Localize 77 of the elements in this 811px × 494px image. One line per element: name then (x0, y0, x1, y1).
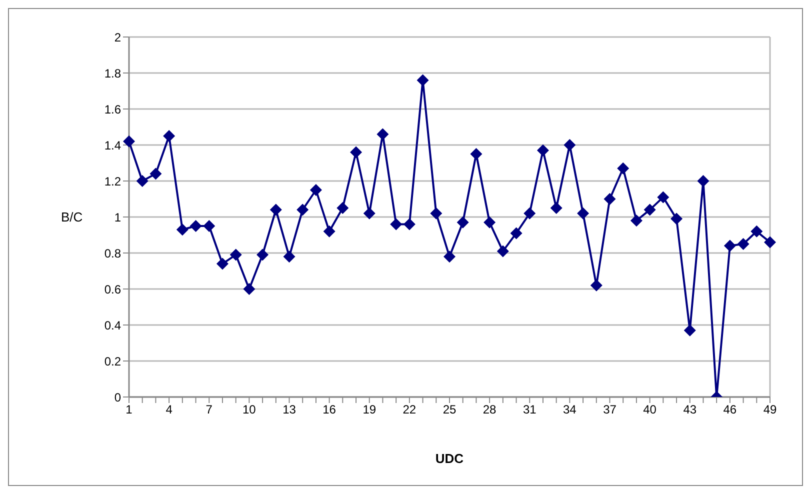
x-tick-label: 16 (322, 402, 336, 417)
y-tick-label: 1.8 (104, 66, 122, 80)
x-tick-label: 10 (242, 402, 256, 417)
point (390, 218, 402, 230)
x-tick-label: 1 (126, 402, 133, 417)
point (697, 175, 710, 187)
point (657, 191, 670, 204)
point (283, 250, 296, 263)
point (564, 139, 576, 151)
point (216, 258, 228, 270)
x-tick-label: 34 (563, 402, 577, 417)
x-tick-label: 43 (683, 402, 697, 417)
y-tick-label: 0.6 (104, 282, 122, 296)
y-tick-label: 1.2 (104, 174, 122, 188)
x-tick-label: 22 (402, 402, 416, 417)
point (764, 236, 776, 248)
y-tick-label: 1 (114, 210, 122, 224)
x-tick-label: 4 (166, 402, 173, 417)
point (456, 216, 469, 228)
point (310, 184, 322, 196)
point (403, 218, 416, 230)
x-tick-label: 40 (643, 402, 657, 417)
y-tick-label: 0.4 (104, 318, 122, 332)
point (737, 238, 750, 250)
point (163, 130, 176, 142)
point (363, 207, 376, 220)
point (750, 225, 763, 238)
point (336, 202, 349, 214)
point (550, 202, 562, 214)
point (190, 220, 202, 232)
x-tick-label: 25 (442, 402, 456, 417)
point (430, 207, 442, 220)
x-tick-label: 28 (482, 402, 497, 417)
x-tick-label: 7 (206, 402, 213, 417)
y-tick-label: 1.4 (104, 138, 122, 152)
y-axis-title: B/C (61, 210, 83, 225)
point (644, 204, 656, 216)
point (230, 248, 242, 261)
point (604, 193, 616, 205)
x-tick-label: 49 (763, 402, 777, 417)
point (296, 204, 309, 216)
x-tick-label: 46 (723, 402, 737, 417)
x-tick-label: 13 (282, 402, 296, 417)
point (203, 220, 216, 232)
point (444, 250, 456, 263)
y-tick-label: 1.6 (104, 102, 122, 116)
y-tick-label: 0.8 (104, 246, 122, 260)
x-axis-title: UDC (435, 451, 464, 466)
point (510, 227, 522, 240)
y-tick-label: 0 (114, 390, 122, 404)
point (376, 128, 389, 140)
point (136, 175, 148, 187)
point (484, 216, 496, 228)
point (323, 225, 336, 238)
x-tick-label: 31 (522, 402, 537, 417)
y-tick-label: 0.2 (104, 354, 122, 368)
point (243, 283, 256, 295)
point (176, 224, 188, 236)
point (123, 135, 135, 148)
x-tick-label: 37 (603, 402, 617, 417)
point (150, 168, 162, 180)
point (630, 214, 642, 227)
point (577, 207, 590, 220)
point (270, 204, 282, 216)
point (256, 248, 269, 261)
point (617, 162, 630, 174)
x-tick-label: 19 (362, 402, 376, 417)
point (350, 146, 362, 158)
point (684, 324, 696, 336)
point (524, 207, 536, 220)
point (416, 74, 429, 86)
point (670, 212, 683, 225)
point (724, 240, 736, 252)
point (470, 148, 482, 160)
y-tick-label: 2 (114, 30, 122, 44)
point (536, 144, 549, 156)
point (496, 245, 509, 258)
